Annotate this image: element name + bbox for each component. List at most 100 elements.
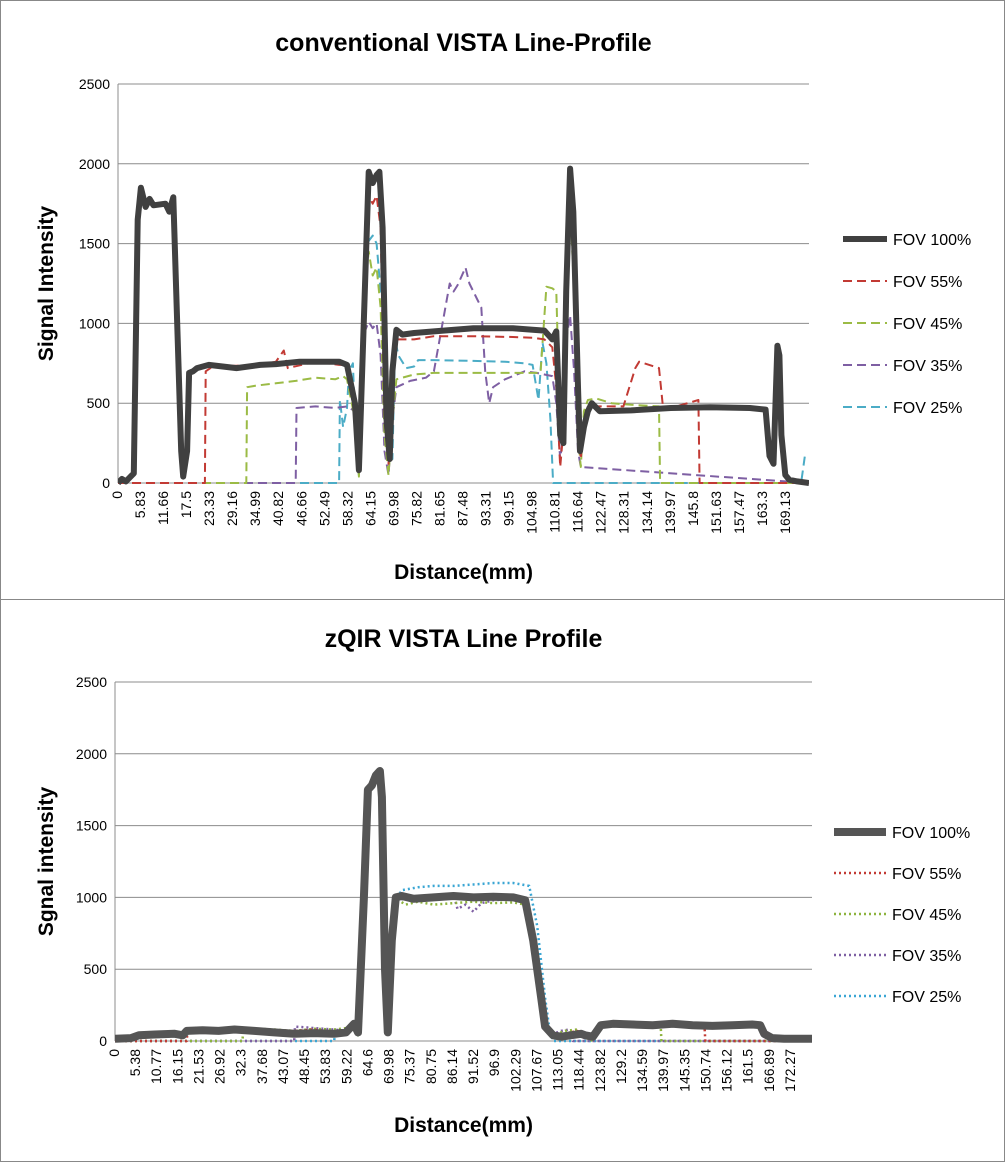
x-tick-label: 64.15: [362, 491, 378, 526]
x-tick-label: 129.2: [613, 1049, 629, 1084]
series-line-fov45: [115, 772, 812, 1043]
legend-label: FOV 45%: [893, 316, 962, 333]
x-tick-label: 93.31: [478, 491, 494, 526]
series-line-fov45: [118, 202, 809, 484]
y-tick-label: 2500: [79, 76, 110, 92]
series-line-fov55: [115, 774, 812, 1043]
y-tick-label: 0: [99, 1033, 107, 1049]
chart-panel-zqir: zQIR VISTA Line Profile 0 500 1000 1500 2000 2…: [0, 599, 1005, 1162]
x-tick-label: 145.35: [676, 1049, 692, 1092]
x-tick-label: 116.64: [570, 491, 586, 533]
x-tick-label: 0: [109, 491, 125, 499]
y-tick-label: 2500: [76, 674, 107, 690]
x-tick-label: 69.98: [381, 1049, 397, 1084]
series-line-fov35: [118, 266, 809, 484]
x-tick-label: 169.13: [777, 491, 793, 534]
x-tick-label: 75.37: [402, 1049, 418, 1084]
series-line-fov100: [115, 767, 812, 1043]
y-axis-label: Signal Intensity: [35, 206, 58, 362]
x-tick-label: 11.66: [155, 491, 171, 525]
x-tick-label: 86.14: [444, 1049, 460, 1084]
y-tick-label: 0: [102, 475, 110, 491]
x-tick-label: 5.38: [127, 1049, 143, 1076]
x-tick-label: 107.67: [528, 1049, 544, 1092]
x-tick-label: 157.47: [731, 491, 747, 534]
x-tick-label: 87.48: [455, 491, 471, 526]
x-tick-label: 134.59: [634, 1049, 650, 1092]
x-tick-label: 52.49: [316, 491, 332, 526]
chart-zqir: zQIR VISTA Line Profile 0 500 1000 1500 2000 2…: [35, 625, 970, 1137]
y-tick-label: 2000: [79, 156, 110, 172]
series-line-fov55: [118, 194, 809, 484]
x-tick-label: 96.9: [486, 1049, 502, 1076]
x-tick-label: 139.97: [662, 491, 678, 534]
x-tick-label: 156.12: [719, 1049, 735, 1092]
x-tick-label: 134.14: [639, 491, 655, 534]
x-tick-label: 110.81: [547, 491, 563, 533]
x-tick-label: 48.45: [296, 1049, 312, 1084]
y-tick-label: 1500: [76, 818, 107, 834]
legend-label: FOV 25%: [892, 989, 961, 1006]
y-tick-label: 1500: [79, 236, 110, 252]
legend-label: FOV 45%: [892, 907, 961, 924]
series-line-fov25: [118, 234, 807, 484]
x-tick-label: 46.66: [293, 491, 309, 526]
x-tick-label: 102.29: [507, 1049, 523, 1092]
x-tick-label: 139.97: [655, 1049, 671, 1092]
legend-label: FOV 35%: [893, 358, 962, 375]
chart-title: zQIR VISTA Line Profile: [325, 625, 603, 653]
x-tick-label: 0: [106, 1049, 122, 1057]
series-line-fov25: [115, 766, 812, 1043]
legend-label: FOV 25%: [893, 400, 962, 417]
x-tick-label: 10.77: [148, 1049, 164, 1084]
x-tick-label: 172.27: [782, 1049, 798, 1092]
x-tick-label: 26.92: [212, 1049, 228, 1084]
legend-label: FOV 55%: [893, 274, 962, 291]
chart-title: conventional VISTA Line-Profile: [275, 29, 652, 57]
y-axis-label: Sgnal intensity: [35, 787, 58, 937]
x-tick-label: 161.5: [740, 1049, 756, 1084]
x-tick-label: 75.82: [408, 491, 424, 526]
x-tick-label: 80.75: [423, 1049, 439, 1084]
x-tick-label: 104.98: [524, 491, 540, 534]
legend-label: FOV 35%: [892, 948, 961, 965]
x-tick-label: 166.89: [761, 1049, 777, 1092]
x-tick-label: 81.65: [431, 491, 447, 526]
chart-conventional: conventional VISTA Line-Profile 0 500 1000 1…: [35, 29, 971, 584]
x-tick-label: 122.47: [593, 491, 609, 534]
x-tick-label: 91.52: [465, 1049, 481, 1084]
x-tick-label: 150.74: [697, 1049, 713, 1092]
legend-label: FOV 100%: [893, 232, 971, 249]
series-line-fov100: [118, 165, 809, 486]
x-tick-label: 118.44: [571, 1049, 587, 1091]
x-tick-label: 123.82: [592, 1049, 608, 1092]
x-axis-label: Distance(mm): [394, 561, 533, 584]
legend-label: FOV 55%: [892, 866, 961, 883]
x-tick-label: 5.83: [132, 491, 148, 518]
y-tick-label: 1000: [79, 315, 110, 331]
x-tick-label: 145.8: [685, 491, 701, 526]
x-tick-label: 99.15: [501, 491, 517, 526]
x-tick-label: 17.5: [178, 491, 194, 518]
x-tick-label: 58.32: [339, 491, 355, 526]
x-tick-label: 43.07: [275, 1049, 291, 1084]
x-tick-label: 163.3: [754, 491, 770, 526]
x-tick-label: 34.99: [247, 491, 263, 526]
series-line-fov35: [115, 771, 812, 1043]
y-tick-label: 2000: [76, 746, 107, 762]
x-tick-label: 69.98: [385, 491, 401, 526]
x-tick-label: 59.22: [338, 1049, 354, 1084]
x-tick-label: 40.82: [270, 491, 286, 526]
x-tick-label: 23.33: [201, 491, 217, 526]
x-tick-label: 21.53: [190, 1049, 206, 1084]
legend-label: FOV 100%: [892, 825, 970, 842]
x-axis-label: Distance(mm): [394, 1114, 533, 1137]
x-tick-label: 64.6: [359, 1049, 375, 1076]
y-tick-label: 500: [87, 395, 111, 411]
x-tick-label: 113.05: [550, 1049, 566, 1091]
x-tick-label: 53.83: [317, 1049, 333, 1084]
y-tick-label: 1000: [76, 889, 107, 905]
y-tick-label: 500: [84, 961, 108, 977]
x-tick-label: 151.63: [708, 491, 724, 534]
x-tick-label: 128.31: [616, 491, 632, 534]
